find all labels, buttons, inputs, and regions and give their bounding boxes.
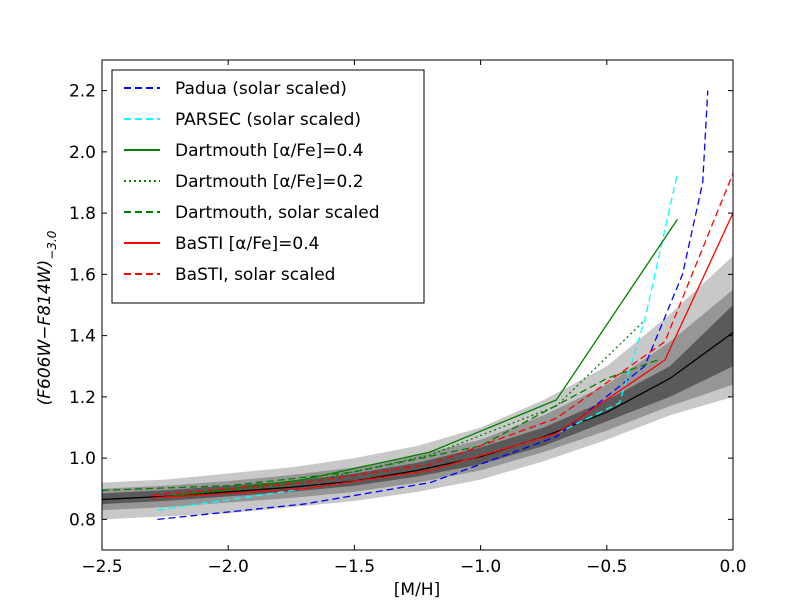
y-tick-label: 1.4 [69, 327, 96, 347]
plot-frame [101, 59, 734, 551]
x-tick-label: −2.5 [81, 557, 122, 577]
x-tick-label: −1.0 [460, 557, 501, 577]
x-tick-label: −0.5 [586, 557, 627, 577]
legend: Padua (solar scaled) PARSEC (solar scaled… [111, 69, 425, 304]
y-axis-label: (F606W−F814W)−3.0 [35, 230, 59, 405]
series-line-3 [157, 319, 646, 499]
x-tick-label: −1.5 [334, 557, 375, 577]
legend-entry-2: Dartmouth [α/Fe]=0.4 [175, 141, 364, 161]
y-tick-label: 2.2 [69, 82, 96, 102]
y-axis-label-main: (F606W−F814W) [35, 260, 55, 406]
legend-entry-4: Dartmouth, solar scaled [175, 203, 380, 223]
x-tick-label: −2.0 [208, 557, 249, 577]
legend-box [111, 69, 425, 304]
y-tick-label: 0.8 [69, 510, 96, 530]
plot-clip-group [102, 90, 733, 521]
x-axis-label: [M/H] [394, 580, 440, 600]
legend-entry-5: BaSTI [α/Fe]=0.4 [175, 234, 319, 254]
y-axis-label-subscript: −3.0 [45, 230, 59, 260]
series-line-0 [157, 90, 709, 521]
series-line-4 [102, 359, 658, 491]
y-tick-label: 1.0 [69, 449, 96, 469]
y-tick-label: 1.2 [69, 388, 96, 408]
legend-entry-1: PARSEC (solar scaled) [175, 110, 361, 130]
plot-area [102, 90, 733, 521]
legend-entry-3: Dartmouth [α/Fe]=0.2 [175, 172, 364, 192]
x-tick-label: 0.0 [719, 557, 746, 577]
legend-entry-6: BaSTI, solar scaled [175, 265, 335, 285]
series-line-6 [152, 173, 733, 496]
band-inner-spread [102, 305, 733, 505]
axes: −2.5 −2.0 −1.5 −1.0 −0.5 0.0 0.8 1.0 1.2 1.4 1.6 1.… [69, 59, 747, 577]
series-line-2 [157, 218, 679, 499]
legend-entry-0: Padua (solar scaled) [175, 79, 347, 99]
median-line [102, 332, 733, 501]
series-line-5 [152, 212, 733, 499]
y-tick-label: 1.6 [69, 265, 96, 285]
y-tick-label: 2.0 [69, 143, 96, 163]
y-tick-label: 1.8 [69, 204, 96, 224]
